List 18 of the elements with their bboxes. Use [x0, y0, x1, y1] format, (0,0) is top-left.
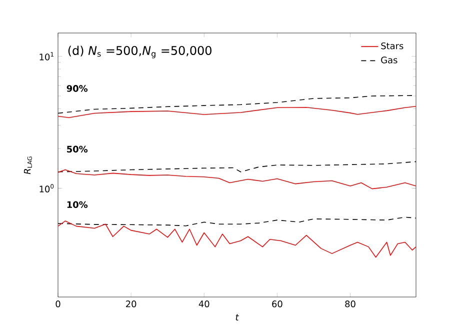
x-tick-label: 80	[345, 300, 356, 308]
y-tick-label: 10$^{0}$	[40, 184, 54, 192]
annotation: (d) N$_{s}$ =500,N$_{g}$ =50,000	[68, 46, 212, 58]
line-series	[58, 220, 416, 258]
y-axis-title: R$_{LAG}$	[24, 156, 32, 174]
annotation: 90%	[66, 85, 88, 92]
x-tick-label: 0	[56, 300, 60, 308]
legend-label: Gas	[381, 56, 398, 64]
annotation: 10%	[67, 201, 88, 208]
x-tick-label: 20	[126, 300, 136, 308]
x-tick-label: 40	[198, 300, 210, 308]
annotation: 50%	[67, 146, 88, 153]
legend-label: Stars	[381, 42, 404, 50]
y-tick-label: 10$^{1}$	[40, 52, 54, 60]
line-series	[58, 169, 416, 190]
x-axis-title: t	[236, 314, 240, 320]
x-tick-label: 60	[272, 300, 282, 308]
line-series	[58, 106, 416, 118]
